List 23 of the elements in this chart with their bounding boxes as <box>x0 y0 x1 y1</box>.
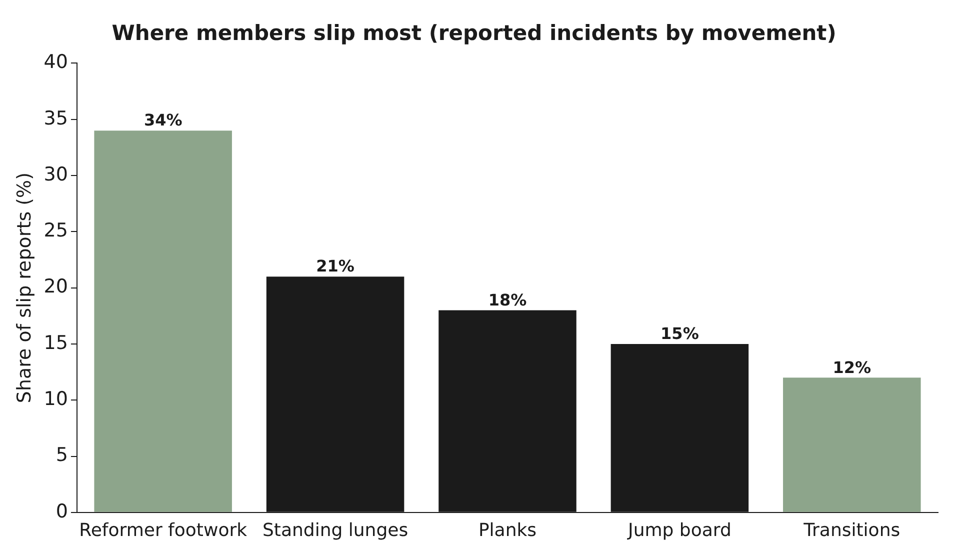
y-tick-label: 5 <box>56 444 68 466</box>
y-tick-label: 35 <box>44 107 68 130</box>
chart-title: Where members slip most (reported incidents by movement) <box>112 21 836 46</box>
y-tick-label: 15 <box>44 332 68 354</box>
data-label: 12% <box>832 358 872 377</box>
data-label: 21% <box>316 256 354 276</box>
data-label: 15% <box>660 324 699 344</box>
bar <box>783 378 921 512</box>
y-tick-label: 30 <box>44 163 68 186</box>
x-tick-label: Jump board <box>627 520 732 541</box>
y-tick-label: 10 <box>44 388 68 410</box>
x-tick-label: Planks <box>478 520 537 541</box>
y-tick-label: 0 <box>56 500 68 522</box>
bar <box>94 130 232 512</box>
x-tick-label: Transitions <box>802 520 900 541</box>
x-tick-label: Standing lunges <box>262 520 408 541</box>
y-tick-label: 20 <box>44 276 68 298</box>
y-tick-label: 40 <box>44 51 68 74</box>
y-axis-title: Share of slip reports (%) <box>13 172 36 404</box>
y-tick-label: 25 <box>44 220 68 242</box>
x-tick-label: Reformer footwork <box>79 520 248 541</box>
data-label: 18% <box>488 290 527 310</box>
data-label: 34% <box>144 110 182 130</box>
